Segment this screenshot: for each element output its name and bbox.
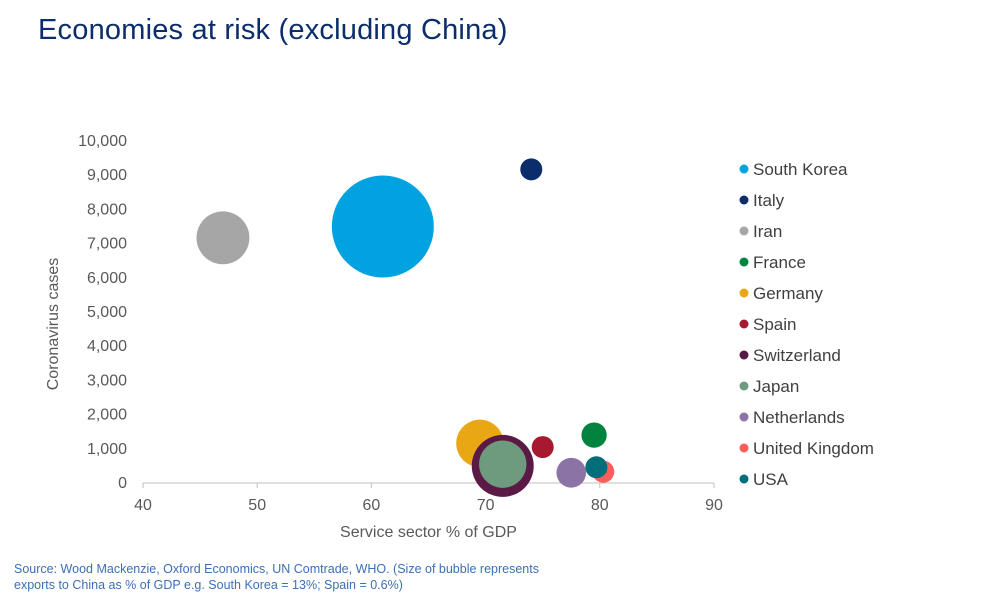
- bubble-iran: [196, 211, 250, 265]
- y-tick-label: 4,000: [87, 338, 127, 355]
- legend-label: USA: [753, 470, 789, 489]
- y-tick-label: 1,000: [87, 441, 127, 458]
- legend-marker: [739, 474, 749, 484]
- bubble-spain: [531, 436, 554, 459]
- x-tick-label: 60: [363, 497, 381, 514]
- y-tick-label: 2,000: [87, 407, 127, 424]
- legend-marker: [739, 381, 749, 391]
- legend-marker: [739, 288, 749, 298]
- legend-marker: [739, 164, 749, 174]
- legend-label: United Kingdom: [753, 439, 874, 458]
- legend-label: South Korea: [753, 160, 848, 179]
- legend: South Korea Italy Iran France Germany Spain Sw…: [739, 160, 874, 489]
- x-tick-label: 50: [248, 497, 266, 514]
- bubbles: [196, 158, 615, 497]
- legend-marker: [739, 350, 749, 360]
- bubble-chart: 0 1,000 2,000 3,000 4,000 5,000 6,000 7,000 8,00…: [45, 133, 874, 541]
- bubble-south-korea: [331, 175, 434, 278]
- y-tick-label: 5,000: [87, 304, 127, 321]
- y-axis-title: Coronavirus cases: [45, 258, 62, 391]
- y-tick-label: 10,000: [78, 133, 127, 150]
- x-axis-title: Service sector % of GDP: [340, 524, 517, 541]
- source-note: Source: Wood Mackenzie, Oxford Economics…: [14, 562, 539, 592]
- legend-label: Italy: [753, 191, 785, 210]
- bubble-japan: [479, 440, 527, 488]
- y-axis-ticks: 0 1,000 2,000 3,000 4,000 5,000 6,000 7,000 8,00…: [78, 133, 127, 492]
- y-tick-label: 8,000: [87, 201, 127, 218]
- bubble-usa: [585, 456, 608, 479]
- legend-marker: [739, 257, 749, 267]
- legend-label: Netherlands: [753, 408, 845, 427]
- legend-label: Spain: [753, 315, 796, 334]
- legend-marker: [739, 226, 749, 236]
- y-tick-label: 0: [118, 475, 127, 492]
- legend-label: France: [753, 253, 806, 272]
- legend-label: Switzerland: [753, 346, 841, 365]
- y-tick-label: 7,000: [87, 236, 127, 253]
- x-tick-label: 70: [477, 497, 495, 514]
- legend-label: Iran: [753, 222, 782, 241]
- x-tick-label: 90: [705, 497, 723, 514]
- legend-marker: [739, 443, 749, 453]
- x-tick-label: 80: [591, 497, 609, 514]
- legend-label: Japan: [753, 377, 799, 396]
- y-tick-label: 6,000: [87, 270, 127, 287]
- y-tick-label: 9,000: [87, 167, 127, 184]
- legend-label: Germany: [753, 284, 823, 303]
- chart-title: Economies at risk (excluding China): [38, 14, 508, 46]
- legend-marker: [739, 195, 749, 205]
- legend-marker: [739, 319, 749, 329]
- bubble-france: [581, 422, 607, 448]
- bubble-netherlands: [556, 457, 587, 488]
- y-tick-label: 3,000: [87, 372, 127, 389]
- x-tick-label: 40: [134, 497, 152, 514]
- bubble-italy: [520, 158, 543, 181]
- legend-marker: [739, 412, 749, 422]
- x-axis-ticks: 40 50 60 70 80 90: [134, 483, 723, 514]
